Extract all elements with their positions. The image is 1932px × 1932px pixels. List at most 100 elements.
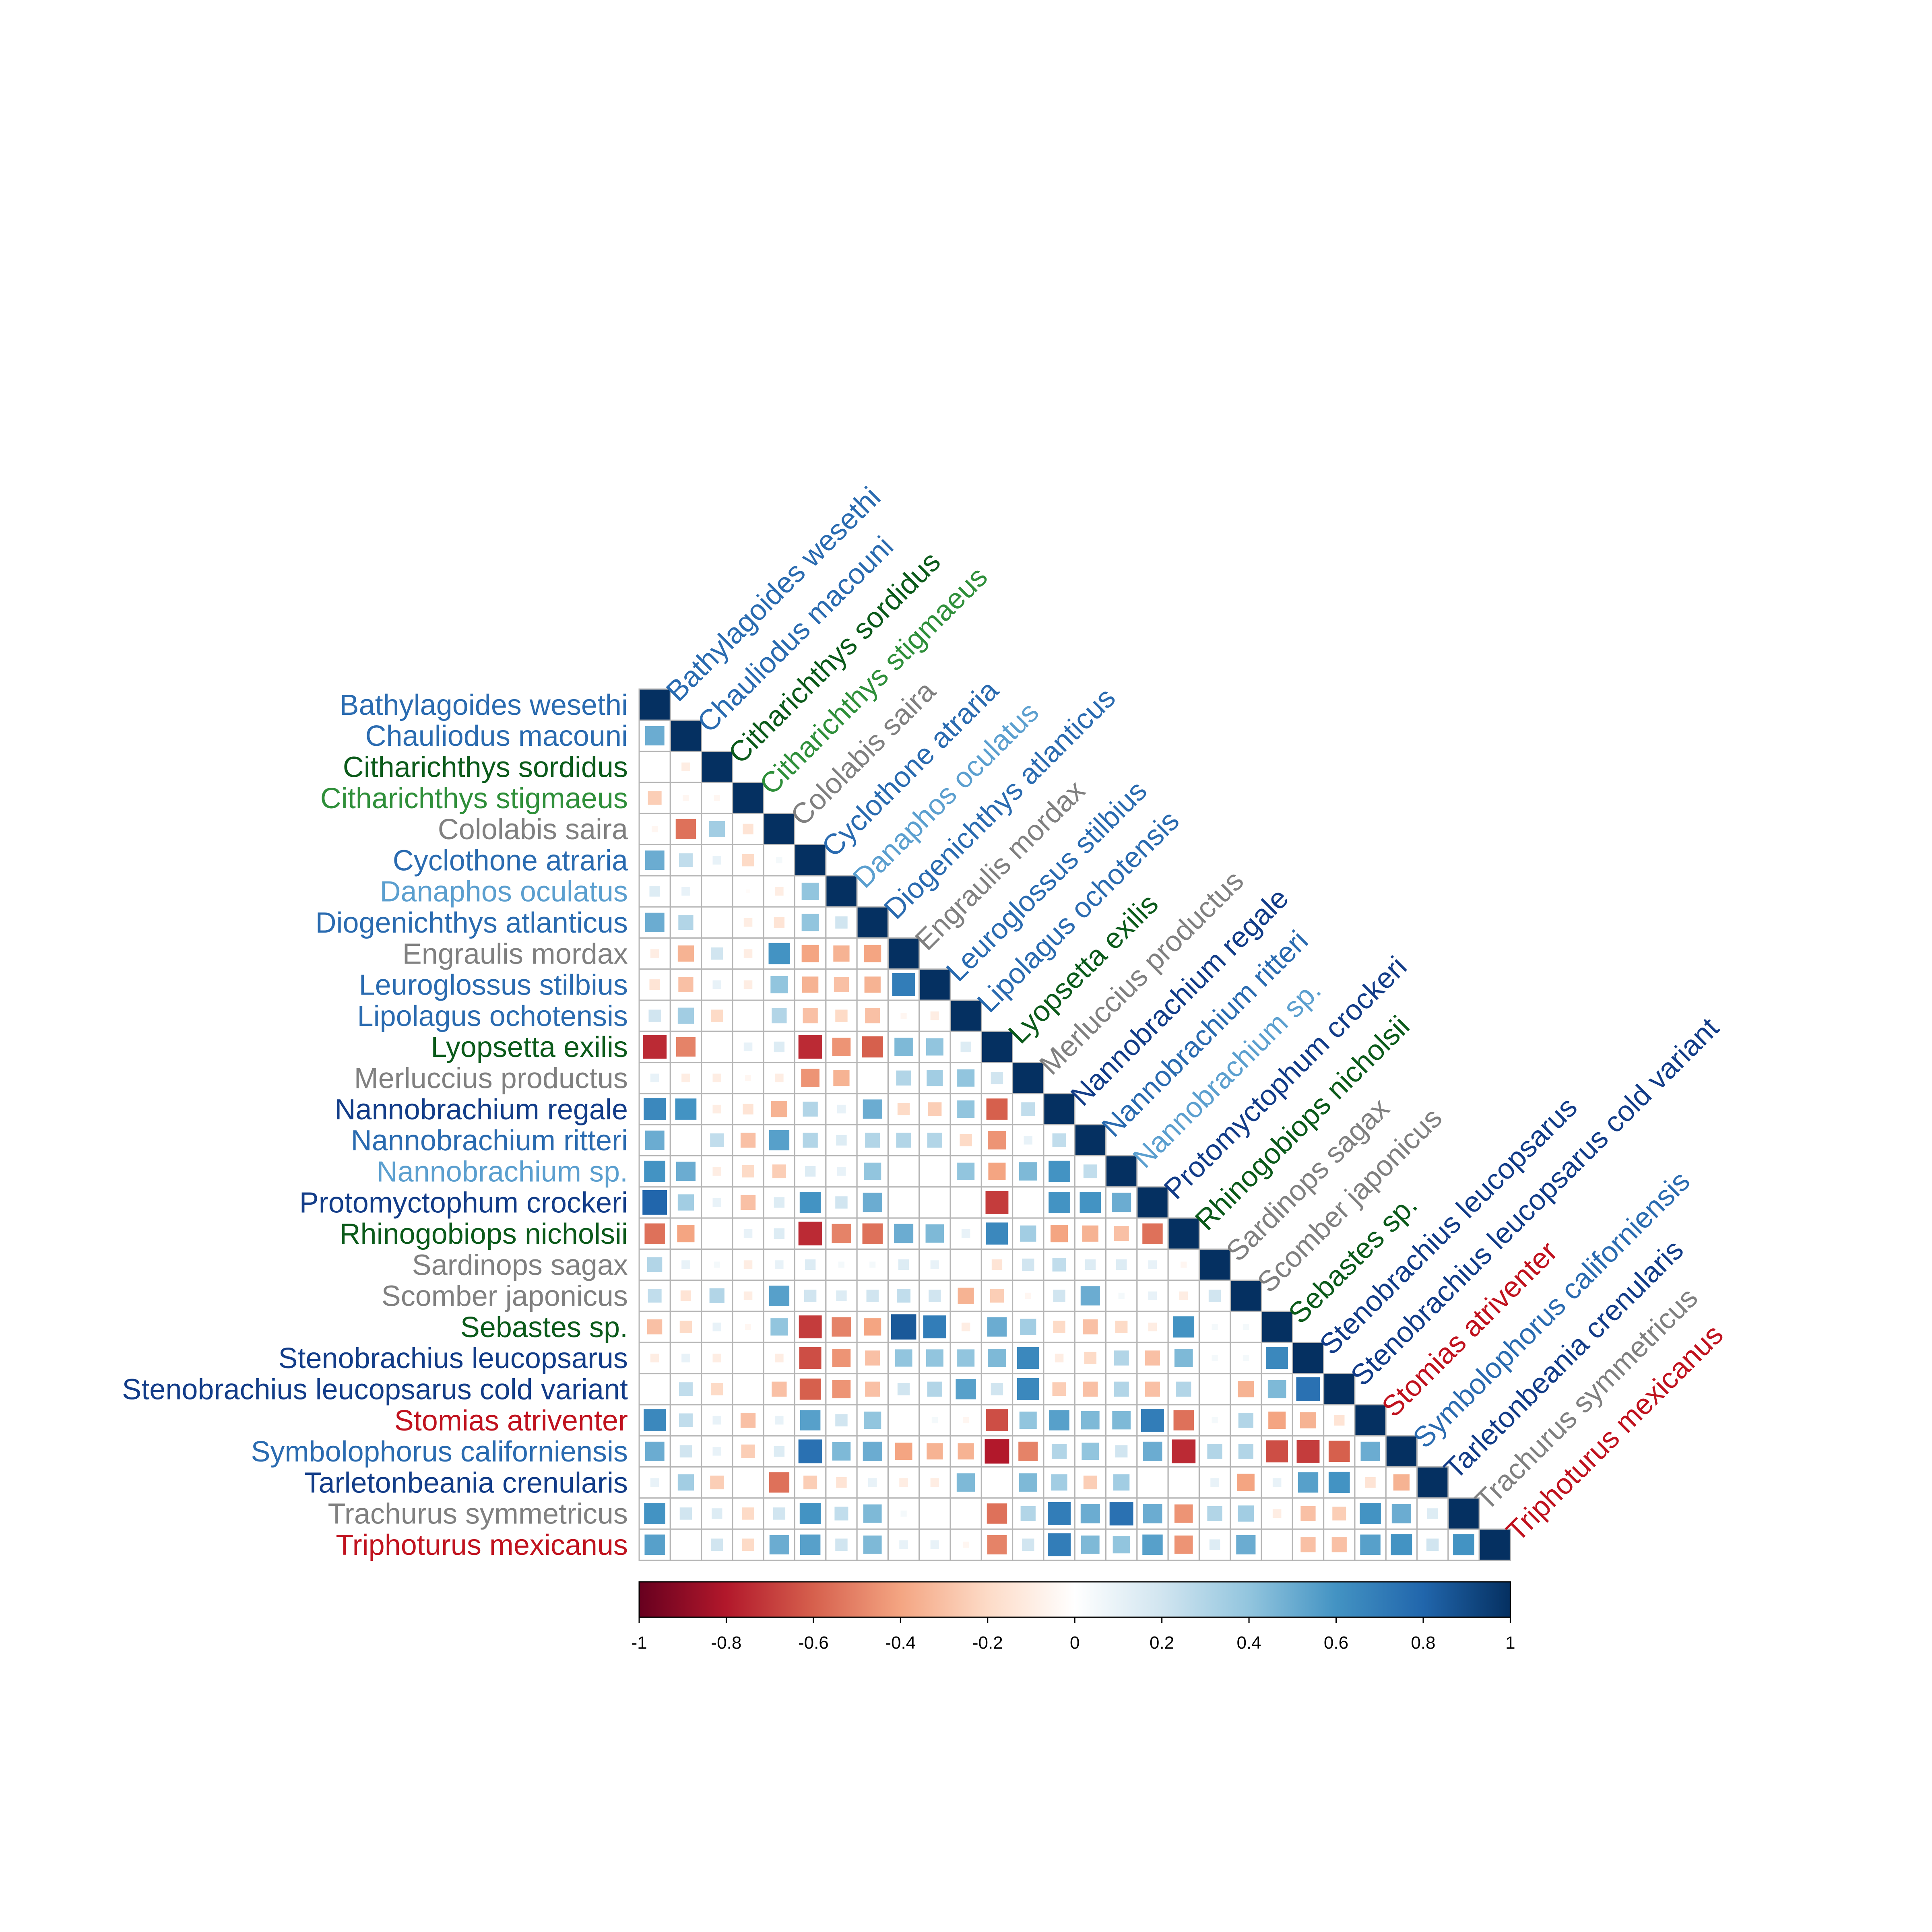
correlation-cell xyxy=(644,1409,666,1431)
row-label: Stenobrachius leucopsarus cold variant xyxy=(122,1373,628,1406)
correlation-cell xyxy=(897,1383,910,1395)
correlation-cell xyxy=(930,1260,939,1269)
correlation-cell xyxy=(1179,1291,1188,1300)
correlation-cell xyxy=(774,1228,785,1239)
correlation-cell xyxy=(769,1535,789,1554)
correlation-cell xyxy=(799,1378,821,1400)
correlation-cell xyxy=(1106,1156,1137,1187)
correlation-cell xyxy=(803,1133,818,1148)
correlation-cell xyxy=(1266,1347,1288,1369)
grid-cell xyxy=(949,1186,982,1219)
correlation-cell xyxy=(712,1322,721,1331)
correlation-cell xyxy=(1453,1534,1474,1556)
correlation-cell xyxy=(931,1417,938,1424)
correlation-cell xyxy=(991,1259,1003,1270)
colorbar-tick-label: 0.8 xyxy=(1411,1633,1435,1653)
correlation-cell xyxy=(894,1224,914,1243)
correlation-cell xyxy=(711,947,723,960)
correlation-cell xyxy=(1020,1225,1036,1242)
correlation-cell xyxy=(650,1073,659,1082)
correlation-cell xyxy=(832,1380,851,1399)
correlation-cell xyxy=(1360,1441,1380,1461)
row-label: Cololabis saira xyxy=(438,813,628,846)
correlation-cell xyxy=(832,1317,851,1337)
correlation-cell xyxy=(1052,1133,1066,1147)
correlation-cell xyxy=(799,1347,822,1369)
correlation-cell xyxy=(957,1349,975,1367)
colorbar-tick-label: 0.2 xyxy=(1150,1633,1174,1653)
correlation-cell xyxy=(774,1041,785,1053)
correlation-cell xyxy=(1143,1441,1162,1461)
colorbar-tick-label: -0.8 xyxy=(711,1633,742,1653)
correlation-cell xyxy=(712,1073,721,1082)
correlation-cell xyxy=(963,1542,969,1548)
correlation-cell xyxy=(644,1160,665,1182)
correlation-cell xyxy=(864,976,881,993)
correlation-cell xyxy=(670,720,702,751)
correlation-cell xyxy=(1173,1410,1194,1430)
correlation-cell xyxy=(1075,1125,1106,1156)
correlation-cell xyxy=(683,795,689,801)
correlation-cell xyxy=(800,1410,821,1430)
correlation-cell xyxy=(1354,1404,1386,1436)
grid-cell xyxy=(919,1497,951,1530)
correlation-cell xyxy=(833,1070,850,1086)
correlation-cell xyxy=(991,1072,1003,1084)
correlation-cell xyxy=(961,1322,970,1331)
grid-cell xyxy=(919,1186,951,1219)
row-label: Stenobrachius leucopsarus xyxy=(278,1342,628,1375)
correlation-cell xyxy=(863,1441,882,1461)
correlation-cell xyxy=(1296,1440,1320,1463)
correlation-cell xyxy=(1230,1280,1261,1311)
correlation-cell xyxy=(1080,1504,1100,1523)
correlation-cell xyxy=(1082,1225,1098,1242)
correlation-cell xyxy=(743,1260,753,1269)
correlation-cell xyxy=(768,943,790,964)
correlation-cell xyxy=(988,1349,1006,1367)
row-label: Danaphos oculatus xyxy=(380,876,628,908)
correlation-cell xyxy=(1048,1502,1071,1525)
correlation-cell xyxy=(1334,1415,1345,1426)
correlation-cell xyxy=(1083,1164,1097,1179)
correlation-cell xyxy=(1292,1342,1324,1374)
correlation-cell xyxy=(963,1417,969,1424)
correlation-cell xyxy=(1084,1352,1097,1364)
correlation-cell xyxy=(732,782,764,814)
correlation-cell xyxy=(650,949,659,958)
correlation-cell xyxy=(986,1409,1008,1431)
colorbar-tick-label: 1 xyxy=(1505,1633,1515,1653)
correlation-cell xyxy=(1417,1467,1448,1498)
grid-cell xyxy=(887,1186,920,1219)
colorbar-gradient xyxy=(638,1581,1511,1618)
correlation-cell xyxy=(677,1194,694,1211)
correlation-cell xyxy=(1082,1443,1099,1460)
correlation-cell xyxy=(1237,1474,1255,1491)
correlation-cell xyxy=(1181,1261,1187,1268)
correlation-cell xyxy=(648,1289,662,1303)
correlation-cell xyxy=(1427,1508,1438,1519)
correlation-cell xyxy=(960,1134,972,1147)
correlation-cell xyxy=(798,1439,822,1463)
correlation-cell xyxy=(930,1011,939,1020)
correlation-cell xyxy=(1243,1355,1249,1361)
correlation-cell xyxy=(864,1412,881,1429)
correlation-cell xyxy=(742,1507,754,1520)
correlation-cell xyxy=(1207,1444,1222,1459)
correlation-cell xyxy=(709,821,725,837)
correlation-cell xyxy=(987,1317,1007,1337)
correlation-cell xyxy=(746,889,750,894)
correlation-cell xyxy=(1048,1533,1071,1556)
correlation-cell xyxy=(681,1260,690,1269)
correlation-cell xyxy=(712,856,721,865)
correlation-cell xyxy=(774,1446,785,1457)
correlation-cell xyxy=(711,1383,723,1395)
correlation-cell xyxy=(988,1162,1006,1180)
correlation-cell xyxy=(678,915,694,930)
correlation-cell xyxy=(642,1190,667,1215)
correlation-cell xyxy=(986,1098,1008,1120)
correlation-cell xyxy=(1114,1381,1129,1397)
correlation-cell xyxy=(957,1162,975,1180)
correlation-cell xyxy=(764,813,795,845)
correlation-cell xyxy=(833,945,850,962)
